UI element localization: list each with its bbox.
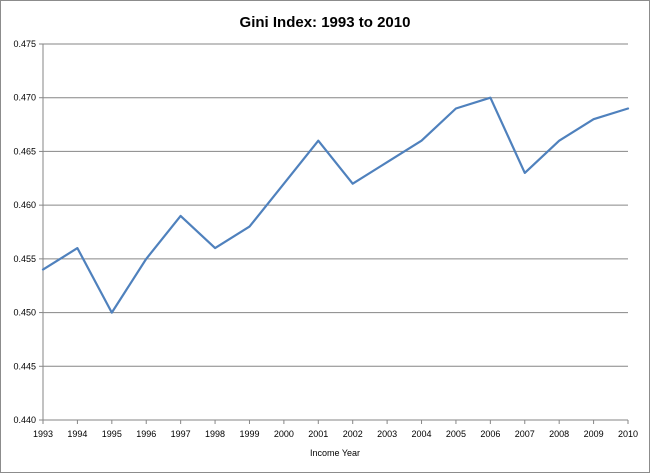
data-point-1999 (247, 225, 251, 229)
x-axis: 1993 1994 1995 1996 1997 1998 1999 2000 2001 2002… (33, 419, 638, 439)
x-tick-label: 1996 (136, 429, 156, 439)
x-tick-label: 1994 (67, 429, 87, 439)
series-line (41, 96, 630, 314)
data-point-1995 (110, 311, 114, 315)
x-tick-label: 1999 (239, 429, 259, 439)
x-tick-label: 1997 (171, 429, 191, 439)
x-tick-label: 2005 (446, 429, 466, 439)
data-point-1996 (144, 257, 148, 261)
data-point-2005 (454, 106, 458, 110)
chart-title: Gini Index: 1993 to 2010 (240, 14, 411, 31)
data-point-2010 (626, 106, 630, 110)
x-tick-label: 2004 (412, 429, 432, 439)
x-tick-label: 2009 (584, 429, 604, 439)
data-point-1998 (213, 246, 217, 250)
x-tick-label: 2000 (274, 429, 294, 439)
data-point-2004 (420, 139, 424, 143)
x-tick-label: 1995 (102, 429, 122, 439)
data-point-1993 (41, 268, 45, 272)
x-tick-label: 2006 (480, 429, 500, 439)
x-axis-label: Income Year (310, 448, 360, 458)
data-point-2000 (282, 182, 286, 186)
x-tick-label: 2002 (343, 429, 363, 439)
x-tick-label: 1998 (205, 429, 225, 439)
x-tick-label: 2007 (515, 429, 535, 439)
data-point-2007 (523, 171, 527, 175)
y-tick-label: 0.455 (13, 254, 36, 264)
data-point-2003 (385, 160, 389, 164)
y-tick-label: 0.440 (13, 415, 36, 425)
data-point-1994 (75, 246, 79, 250)
y-tick-label: 0.460 (13, 200, 36, 210)
y-tick-label: 0.450 (13, 308, 36, 318)
y-tick-label: 0.470 (13, 93, 36, 103)
y-axis: 0.440 0.445 0.450 0.455 0.460 0.465 0.470 0.475 (13, 39, 44, 425)
data-point-2006 (488, 96, 492, 100)
x-tick-label: 2001 (308, 429, 328, 439)
data-point-2009 (592, 117, 596, 121)
data-point-2002 (351, 182, 355, 186)
x-tick-label: 2003 (377, 429, 397, 439)
series-group (41, 96, 630, 315)
y-tick-label: 0.445 (13, 361, 36, 371)
x-tick-label: 2010 (618, 429, 638, 439)
y-tick-label: 0.475 (13, 39, 36, 49)
data-point-2008 (557, 139, 561, 143)
data-point-2001 (316, 139, 320, 143)
gridlines (43, 43, 628, 421)
x-tick-label: 1993 (33, 429, 53, 439)
data-point-1997 (179, 214, 183, 218)
x-tick-label: 2008 (549, 429, 569, 439)
y-tick-label: 0.465 (13, 146, 36, 156)
